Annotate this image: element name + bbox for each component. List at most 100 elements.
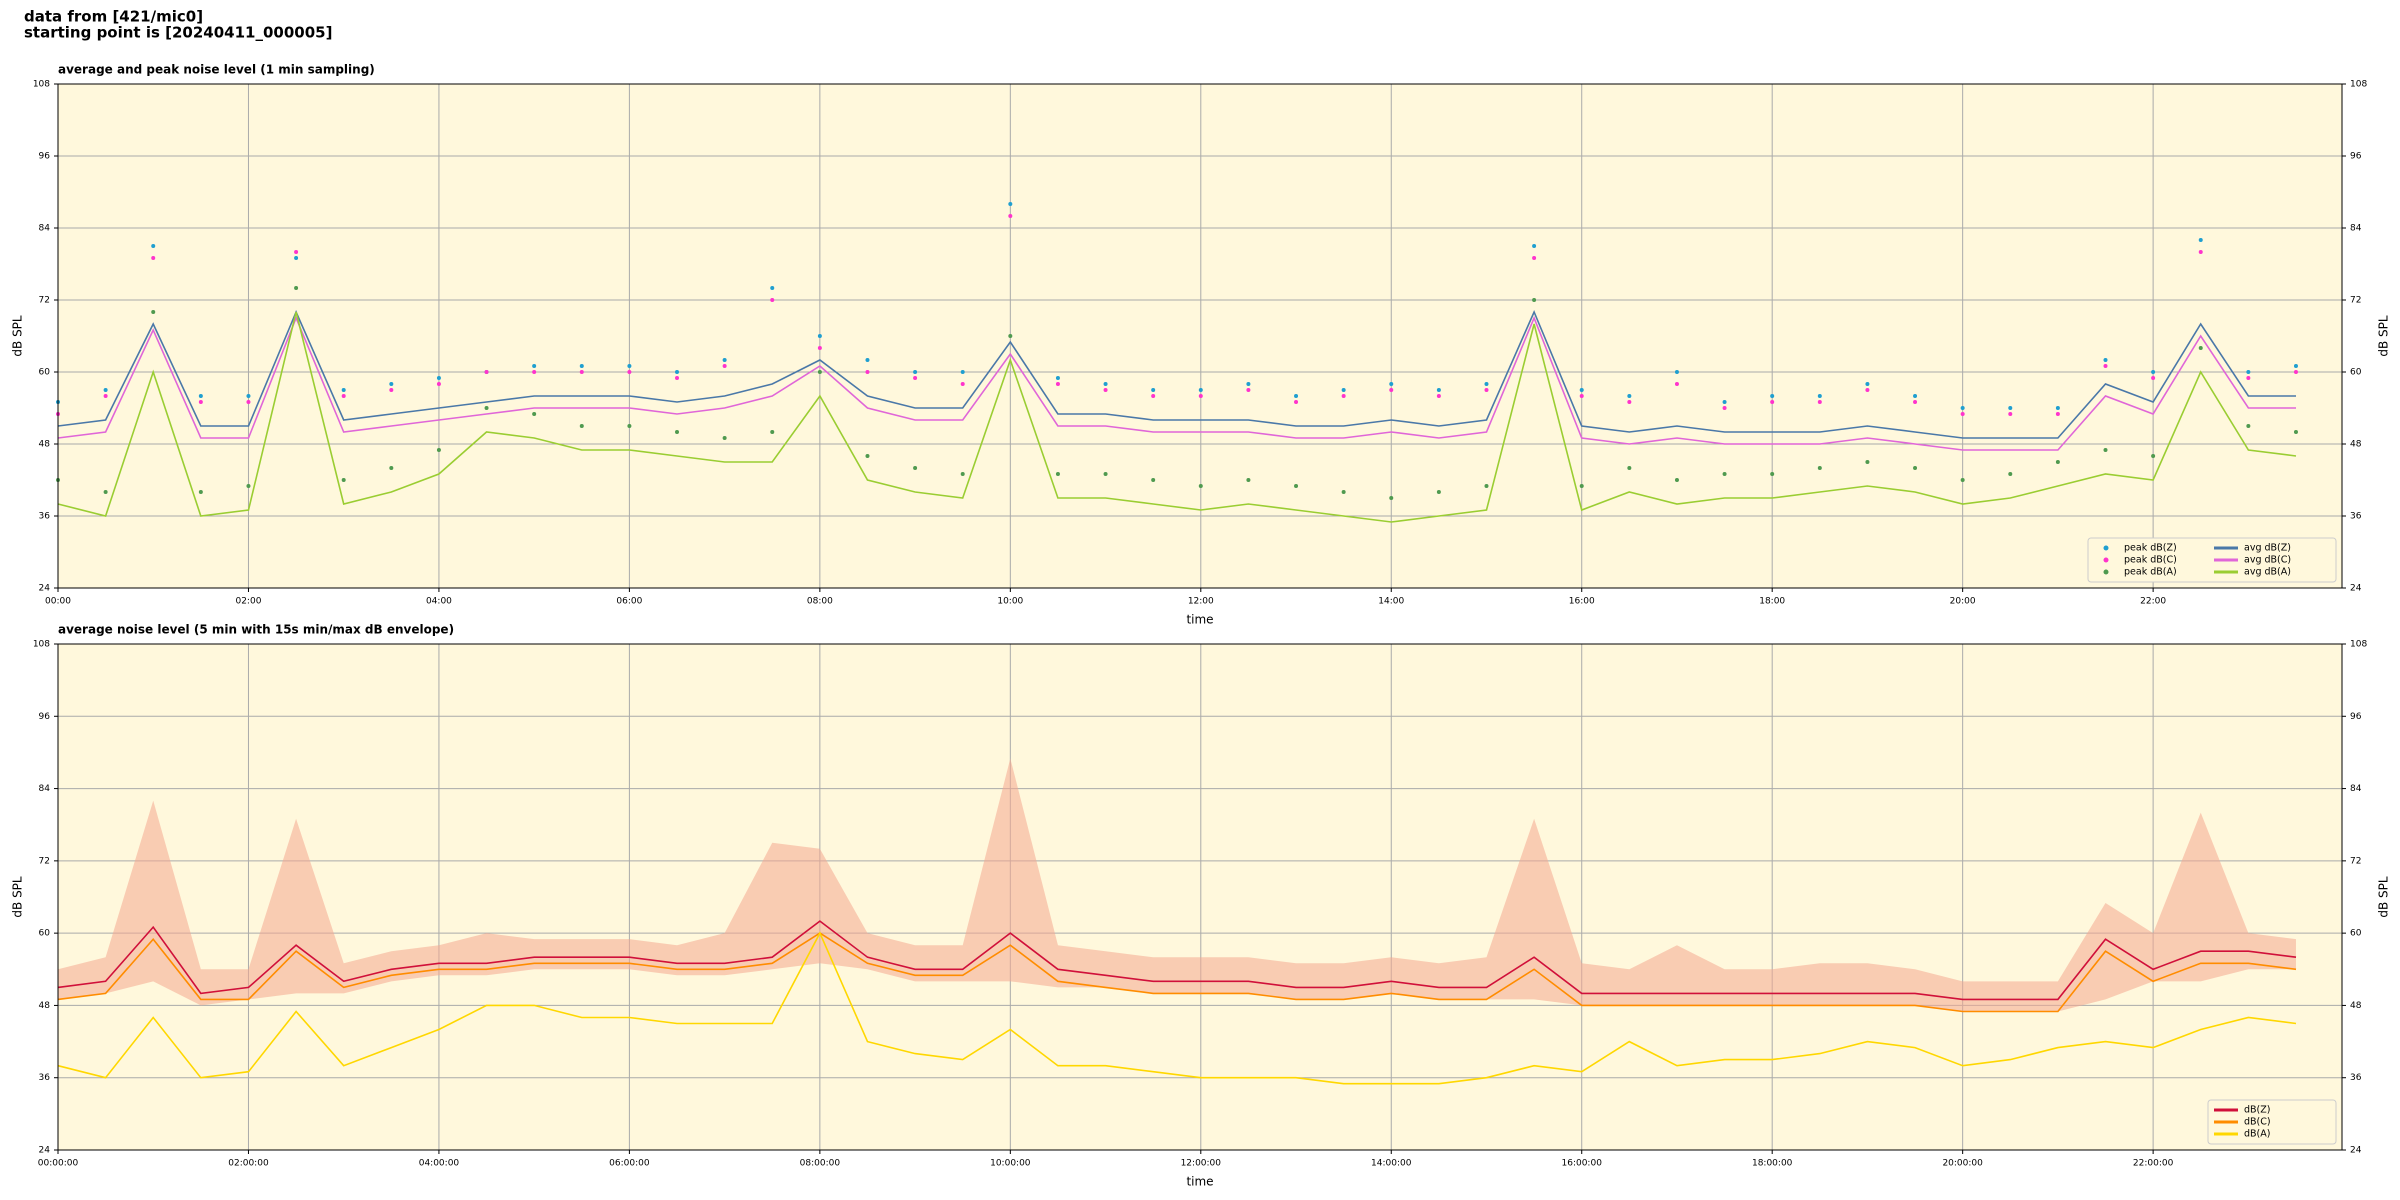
peak-point xyxy=(532,364,537,368)
peak-point xyxy=(1389,496,1394,500)
x-tick-label: 08:00 xyxy=(807,597,833,607)
peak-point xyxy=(341,394,346,398)
y-tick-label: 108 xyxy=(2350,640,2367,650)
peak-point xyxy=(1103,388,1108,392)
x-tick-label: 14:00 xyxy=(1378,597,1404,607)
peak-point xyxy=(1817,400,1822,404)
peak-point xyxy=(2151,370,2156,374)
peak-point xyxy=(341,478,346,482)
peak-point xyxy=(627,370,632,374)
peak-point xyxy=(1960,406,1965,410)
peak-point xyxy=(532,370,537,374)
x-tick-label: 16:00:00 xyxy=(1562,1159,1603,1169)
peak-point xyxy=(246,400,251,404)
peak-point xyxy=(2198,250,2203,254)
peak-point xyxy=(1674,370,1679,374)
peak-point xyxy=(2055,460,2060,464)
peak-point xyxy=(1484,484,1489,488)
y-tick-label: 48 xyxy=(2350,440,2362,450)
peak-point xyxy=(1294,484,1299,488)
peak-point xyxy=(913,370,918,374)
peak-point xyxy=(2246,370,2251,374)
peak-point xyxy=(151,310,156,314)
x-tick-label: 12:00:00 xyxy=(1181,1159,1222,1169)
y-tick-label: 48 xyxy=(39,1001,51,1011)
peak-point xyxy=(817,334,822,338)
peak-point xyxy=(341,388,346,392)
peak-point xyxy=(1913,466,1918,470)
x-axis-label: time xyxy=(1186,1175,1213,1189)
x-tick-label: 04:00:00 xyxy=(419,1159,460,1169)
peak-point xyxy=(865,454,870,458)
peak-point xyxy=(1579,394,1584,398)
peak-point xyxy=(1008,334,1013,338)
peak-point xyxy=(1532,244,1537,248)
y-tick-label: 84 xyxy=(2350,784,2362,794)
x-tick-label: 16:00 xyxy=(1569,597,1595,607)
x-tick-label: 04:00 xyxy=(426,597,452,607)
plot-frame xyxy=(57,83,2343,589)
peak-point xyxy=(1770,394,1775,398)
peak-point xyxy=(2008,412,2013,416)
peak-point xyxy=(817,370,822,374)
peak-point xyxy=(532,412,537,416)
peak-point xyxy=(389,388,394,392)
peak-point xyxy=(294,256,299,260)
peak-point xyxy=(1579,388,1584,392)
x-tick-label: 06:00:00 xyxy=(609,1159,650,1169)
y-tick-label: 72 xyxy=(39,856,50,866)
y-tick-label: 108 xyxy=(2350,80,2367,90)
peak-point xyxy=(246,484,251,488)
legend-label: peak dB(Z) xyxy=(2124,543,2177,554)
peak-point xyxy=(436,376,441,380)
peak-point xyxy=(1294,394,1299,398)
x-tick-label: 02:00:00 xyxy=(228,1159,269,1169)
y-tick-label: 108 xyxy=(33,640,50,650)
peak-point xyxy=(294,286,299,290)
y-tick-label: 24 xyxy=(2350,584,2362,594)
peak-point xyxy=(1865,460,1870,464)
peak-point xyxy=(1294,400,1299,404)
peak-point xyxy=(1151,388,1156,392)
peak-point xyxy=(484,406,489,410)
chart-title: average and peak noise level (1 min samp… xyxy=(58,63,375,77)
peak-point xyxy=(627,424,632,428)
peak-point xyxy=(1008,202,1013,206)
peak-point xyxy=(1817,394,1822,398)
y-tick-label: 72 xyxy=(39,296,50,306)
peak-point xyxy=(675,370,680,374)
y-axis-label: dB SPL xyxy=(11,315,25,357)
plot-area xyxy=(58,644,2342,1150)
y-tick-label: 36 xyxy=(2350,512,2362,522)
peak-point xyxy=(2198,346,2203,350)
peak-point xyxy=(1103,382,1108,386)
x-tick-label: 10:00:00 xyxy=(990,1159,1031,1169)
legend-label: peak dB(C) xyxy=(2124,555,2177,566)
peak-point xyxy=(817,346,822,350)
x-tick-label: 18:00 xyxy=(1759,597,1785,607)
peak-point xyxy=(1865,382,1870,386)
peak-point xyxy=(1722,400,1727,404)
y-tick-label: 96 xyxy=(2350,152,2362,162)
y-tick-label: 24 xyxy=(39,584,51,594)
peak-point xyxy=(960,382,965,386)
x-tick-label: 22:00:00 xyxy=(2133,1159,2174,1169)
peak-point xyxy=(1436,490,1441,494)
peak-point xyxy=(1532,256,1537,260)
peak-point xyxy=(1770,472,1775,476)
legend-marker xyxy=(2103,569,2109,575)
peak-point xyxy=(1532,298,1537,302)
suptitle-line: starting point is [20240411_000005] xyxy=(24,24,332,42)
suptitle-line: data from [421/mic0] xyxy=(24,8,203,26)
peak-point xyxy=(1722,406,1727,410)
series-line xyxy=(57,315,2296,451)
y-tick-label: 36 xyxy=(39,1073,51,1083)
peak-point xyxy=(1055,472,1060,476)
peak-point xyxy=(1913,400,1918,404)
series-line xyxy=(57,311,2297,523)
x-tick-label: 06:00 xyxy=(616,597,642,607)
y-tick-label: 84 xyxy=(2350,224,2362,234)
peak-point xyxy=(436,382,441,386)
peak-point xyxy=(1436,388,1441,392)
